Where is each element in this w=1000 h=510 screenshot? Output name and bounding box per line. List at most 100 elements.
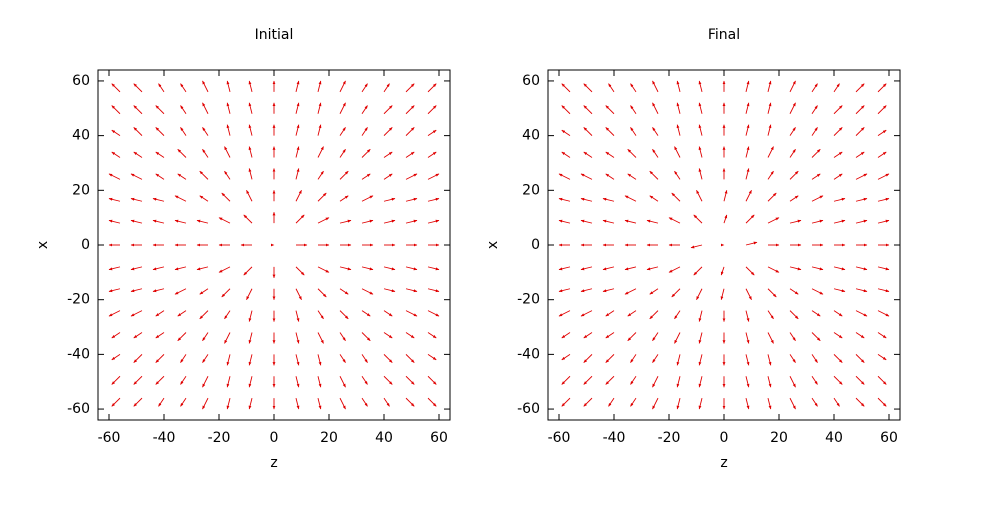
y-tick-label: 40 [522,128,540,144]
arrow [111,105,121,115]
arrow [745,310,750,322]
arrow [317,376,322,388]
arrow [155,375,165,385]
y-tick-label: 60 [522,73,540,89]
arrow [221,192,231,202]
arrow [155,127,165,136]
x-tick-label: 60 [430,430,448,446]
arrow [745,354,750,366]
arrow [152,288,165,293]
arrow [558,288,571,293]
arrow [133,127,143,136]
arrow [246,189,253,202]
arrow [649,310,659,320]
arrow [108,266,121,271]
arrow [855,105,865,115]
arrow [877,353,887,361]
arrow [674,146,681,158]
arrow [155,105,165,115]
arrow [111,332,121,339]
arrow [855,151,865,158]
arrow [130,266,143,271]
arrow [133,397,143,407]
arrow [676,80,681,92]
arrow [561,332,571,339]
arrow [696,288,703,301]
arrow [133,83,143,93]
arrow [180,127,187,136]
arrow [405,219,418,224]
arrow [767,146,774,158]
arrow [652,397,659,410]
arrow [811,105,818,115]
arrow [202,148,209,158]
arrow [627,332,637,342]
arrow [602,197,615,202]
arrow [693,214,703,224]
arrow [152,197,165,202]
arrow [833,83,840,93]
arrow [811,354,818,363]
arrow [698,310,703,322]
arrow [130,173,143,180]
arrow [833,105,843,115]
y-axis-label: x [35,241,51,249]
arrow [361,266,374,271]
arrow [108,219,121,224]
arrow [405,310,418,317]
arrow [248,398,253,410]
arrow [317,170,324,180]
arrow [767,217,780,224]
arrow [427,173,440,180]
arrow [361,288,374,295]
arrow [580,288,593,293]
arrow [383,310,393,317]
arrow [243,266,253,276]
arrow [361,219,374,224]
arrow [383,173,393,180]
arrow [767,80,772,92]
y-tick-label: -60 [517,401,540,417]
arrow [833,219,846,224]
arrow [130,288,143,293]
arrow [339,332,346,342]
arrow [361,310,371,317]
arrow [226,124,231,136]
arrow [248,354,253,366]
arrow [561,83,571,93]
arrow [317,217,330,224]
arrow [248,146,253,158]
arrow [855,219,868,224]
arrow [696,189,703,202]
arrow [383,332,393,339]
arrow [652,332,659,342]
arrow [561,397,571,407]
arrow [767,376,772,388]
arrow [248,310,253,322]
arrow [855,397,865,407]
arrow [202,397,209,410]
arrow [789,80,796,93]
x-tick-label: -20 [208,430,231,446]
arrow [583,151,593,158]
arrow [745,102,750,114]
arrow [155,151,165,158]
arrow [427,219,440,224]
arrow [317,80,322,92]
arrow [133,354,143,363]
arrow [608,397,615,407]
arrow [811,173,821,180]
arrow [789,170,799,180]
arrow [427,151,437,158]
arrow [383,288,396,293]
arrow [698,398,703,410]
arrow [196,219,209,224]
arrow [339,376,346,388]
arrow [745,398,750,410]
arrow [652,127,659,136]
arrow [180,375,187,385]
arrow [649,195,659,202]
arrow [295,146,300,158]
arrow [226,376,231,388]
arrow [202,80,209,93]
